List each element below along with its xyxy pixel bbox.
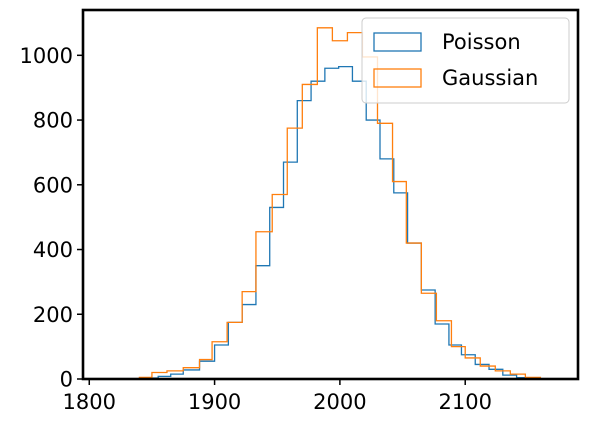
legend-swatch-poisson: [373, 32, 422, 52]
y-tick-label: 400: [33, 238, 73, 262]
x-tick-label: 2000: [313, 390, 366, 414]
x-tick-label: 2100: [438, 390, 491, 414]
legend-label-poisson: Poisson: [442, 30, 521, 54]
y-tick-label: 800: [33, 109, 73, 133]
y-tick-label: 1000: [20, 44, 73, 68]
x-tick-label: 1800: [63, 390, 116, 414]
y-tick-label: 200: [33, 303, 73, 327]
histogram-series-gaussian: [138, 27, 542, 379]
legend-label-gaussian: Gaussian: [442, 66, 538, 90]
axes-frame: [81, 8, 580, 381]
y-tick-label: 0: [60, 368, 73, 392]
y-tick-label: 600: [33, 173, 73, 197]
legend-swatch-gaussian: [373, 68, 422, 88]
axis-ticks: 1800 1900 2000 2100 0 200 400 600 800 1000: [20, 44, 492, 414]
legend: Poisson Gaussian: [361, 17, 570, 104]
legend-box: [361, 17, 570, 104]
histogram-series-poisson: [145, 65, 529, 379]
x-tick-label: 1900: [188, 390, 241, 414]
plot-area: [138, 27, 542, 379]
